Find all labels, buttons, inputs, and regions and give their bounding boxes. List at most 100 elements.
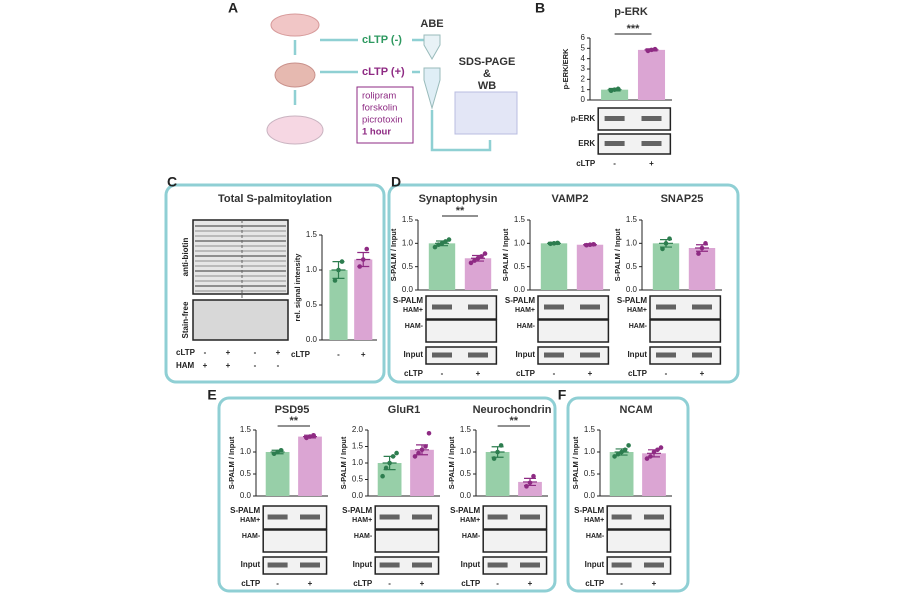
blot-band [544, 352, 564, 358]
blot-band [520, 562, 540, 568]
blot-label: HAM+ [460, 517, 480, 524]
blot-label: Input [241, 560, 261, 569]
y-axis-label: S-PALM / Input [571, 436, 580, 489]
data-point [412, 454, 418, 459]
data-point [651, 449, 657, 455]
row-label: cLTP [176, 348, 196, 357]
y-tick-label: 1.0 [352, 458, 364, 467]
y-tick-label: 1.5 [352, 442, 364, 451]
blot-label: Input [585, 560, 605, 569]
y-tick-label: 0.5 [240, 469, 252, 478]
data-point [436, 242, 441, 248]
bar [354, 259, 373, 340]
panel-title: Total S-palmitoylation [218, 193, 332, 205]
y-tick-label: 1.5 [306, 230, 318, 239]
significance-label: ** [290, 415, 299, 427]
data-point [307, 434, 313, 439]
y-tick-label: 2.0 [352, 425, 364, 434]
y-tick-label: 1 [581, 85, 586, 94]
gel-icon [454, 91, 518, 135]
blot [425, 319, 498, 343]
blot-label: S-PALM [393, 296, 423, 305]
y-tick-label: 1.0 [402, 238, 414, 247]
bar [642, 453, 666, 496]
blot [262, 556, 328, 575]
data-point [304, 435, 309, 441]
blot [262, 529, 328, 553]
data-point [699, 245, 705, 251]
step-label: cLTP (+) [362, 66, 405, 78]
data-point [644, 456, 650, 461]
data-point [527, 480, 533, 486]
bar [485, 452, 510, 496]
blot-label: Input [403, 350, 423, 359]
brain-slice-icon [274, 62, 316, 88]
treatment-label: picrotoxin [362, 115, 403, 126]
data-point [387, 460, 392, 466]
data-point [660, 246, 665, 252]
y-tick-label: 0 [581, 95, 586, 104]
blot-band [468, 304, 488, 310]
blot-band [604, 116, 625, 121]
blot-label: HAM- [586, 533, 605, 540]
data-point [426, 431, 432, 436]
y-tick-label: 1.0 [240, 447, 252, 456]
panel-letter: D [391, 174, 401, 190]
blot [482, 505, 548, 530]
x-tick-label: - [620, 579, 623, 588]
data-point [380, 473, 385, 479]
data-point [479, 254, 484, 259]
blot-label: p-ERK [571, 114, 596, 123]
panel-letter: A [228, 0, 238, 16]
y-tick-label: 0.5 [584, 469, 596, 478]
y-tick-label: 4 [581, 54, 586, 63]
treatment-label: forskolin [362, 103, 397, 114]
bar [329, 270, 348, 340]
blot-label: ERK [578, 139, 595, 148]
x-tick-label: + [361, 350, 366, 359]
data-point [394, 450, 399, 456]
x-tick-label: + [649, 159, 654, 168]
blot [374, 505, 440, 530]
y-tick-label: 6 [581, 33, 586, 42]
row-sign: + [226, 361, 231, 370]
significance-label: ** [456, 205, 465, 217]
blot-label: HAM+ [403, 307, 423, 314]
step-label: ABE [420, 18, 443, 30]
data-point [271, 451, 277, 457]
row-sign: - [254, 348, 257, 357]
step-label: SDS-PAGE [459, 56, 516, 68]
data-point [468, 260, 474, 266]
bar [576, 244, 604, 290]
data-point [339, 259, 345, 264]
blot-label: HAM+ [352, 517, 372, 524]
data-point [498, 443, 504, 448]
data-point [696, 251, 701, 256]
y-axis-label: S-PALM / Input [339, 436, 348, 489]
panel-letter: B [535, 0, 545, 16]
tube-icon [423, 34, 441, 61]
blot-label: Stain-free [181, 301, 190, 338]
x-tick-label: - [337, 350, 340, 359]
data-point [278, 447, 284, 453]
data-point [658, 445, 664, 450]
blot-label: HAM- [462, 533, 481, 540]
y-tick-label: 0.0 [240, 491, 252, 500]
blot-band [656, 352, 676, 358]
x-axis-label: cLTP [241, 579, 261, 588]
row-label: HAM [176, 361, 195, 370]
blot-label: HAM- [242, 533, 261, 540]
blot [537, 295, 610, 320]
data-point [482, 251, 488, 256]
blot-band [379, 562, 400, 568]
row-sign: + [203, 361, 208, 370]
data-point [615, 451, 621, 457]
x-axis-label: cLTP [516, 369, 536, 378]
data-point [419, 447, 425, 453]
treatment-label: rolipram [362, 91, 396, 102]
blot-band [487, 514, 508, 520]
data-point [619, 449, 624, 455]
y-tick-label: 1.5 [514, 215, 526, 224]
bar [652, 243, 680, 290]
y-tick-label: 1.5 [584, 425, 596, 434]
